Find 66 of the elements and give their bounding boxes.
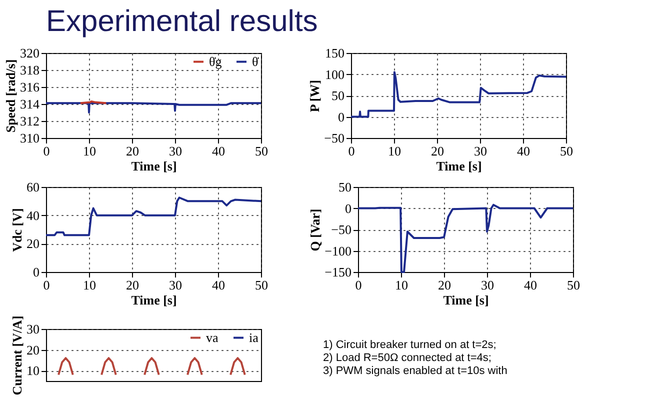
x-tick-label: 20 [438,278,451,292]
text: 3) PWM signals enabled at t=10s with [323,365,508,377]
x-tick-label: 30 [481,278,494,292]
y-axis-title: Q [Var] [308,208,323,252]
y-tick-label: 50 [338,180,352,194]
x-tick-label: 50 [567,278,580,292]
legend-label: θ̇g [209,54,222,69]
y-tick-label: 312 [20,114,40,128]
y-tick-label: 30 [26,322,40,336]
x-axis-title: Time [s] [131,158,177,174]
x-axis-title: Time [s] [443,292,489,308]
y-tick-label: −100 [324,243,352,258]
x-tick-label: 0 [355,278,362,292]
y-tick-label: 20 [26,236,40,252]
x-tick-label: 40 [212,144,225,158]
y-tick-label: −150 [324,264,352,280]
x-tick-label: 0 [43,144,50,158]
y-tick-label: 100 [325,66,344,82]
y-tick-label: −50 [331,222,352,237]
y-tick-label: 310 [20,130,40,146]
y-axis-title: Current [V/A] [10,316,24,396]
x-tick-label: 10 [388,144,401,158]
x-tick-label: 10 [83,144,96,158]
x-tick-label: 20 [126,144,139,158]
legend-label: ia [249,330,259,345]
x-tick-label: 50 [255,144,268,158]
x-tick-label: 50 [560,144,573,158]
x-tick-label: 30 [169,278,182,292]
y-tick-label: 10 [26,363,40,378]
y-tick-label: 150 [325,46,344,60]
x-tick-label: 10 [83,278,96,292]
x-tick-label: 40 [524,278,537,292]
x-tick-label: 10 [395,278,408,292]
x-tick-label: 30 [474,144,487,158]
x-tick-label: 30 [169,144,182,158]
legend-label: va [206,330,218,345]
x-tick-label: 20 [431,144,444,158]
text: 2) Load R=50Ω connected at t=4s; [323,352,492,364]
x-tick-label: 40 [517,144,530,158]
y-tick-label: 20 [26,342,40,358]
legend-label: θ̇ [252,54,260,69]
x-tick-label: 0 [43,278,50,292]
x-axis-title: Time [s] [436,158,482,174]
text: 1) Circuit breaker turned on at t=2s; [323,339,496,351]
y-tick-label: 320 [20,46,40,60]
y-axis-title: Vdc [V] [10,208,24,252]
y-tick-label: 0 [338,109,344,124]
x-tick-label: 40 [212,278,225,292]
x-tick-label: 50 [255,278,268,292]
y-tick-label: 40 [26,208,40,223]
text: Experimental results [46,5,318,38]
y-tick-label: 60 [26,180,40,194]
y-axis-title: P [W] [307,80,322,112]
y-tick-label: 0 [33,264,40,280]
y-tick-label: 0 [345,200,352,216]
y-tick-label: 316 [20,80,40,94]
line-series [45,102,262,114]
line-series [45,196,262,236]
y-tick-label: 50 [332,88,344,103]
y-axis-title: Speed [rad/s] [3,59,18,133]
y-tick-label: 314 [20,96,40,112]
line-series [350,71,567,118]
y-tick-label: −50 [324,130,344,146]
y-tick-label: 318 [20,62,40,78]
x-axis-title: Time [s] [131,292,177,308]
x-tick-label: 20 [126,278,139,292]
